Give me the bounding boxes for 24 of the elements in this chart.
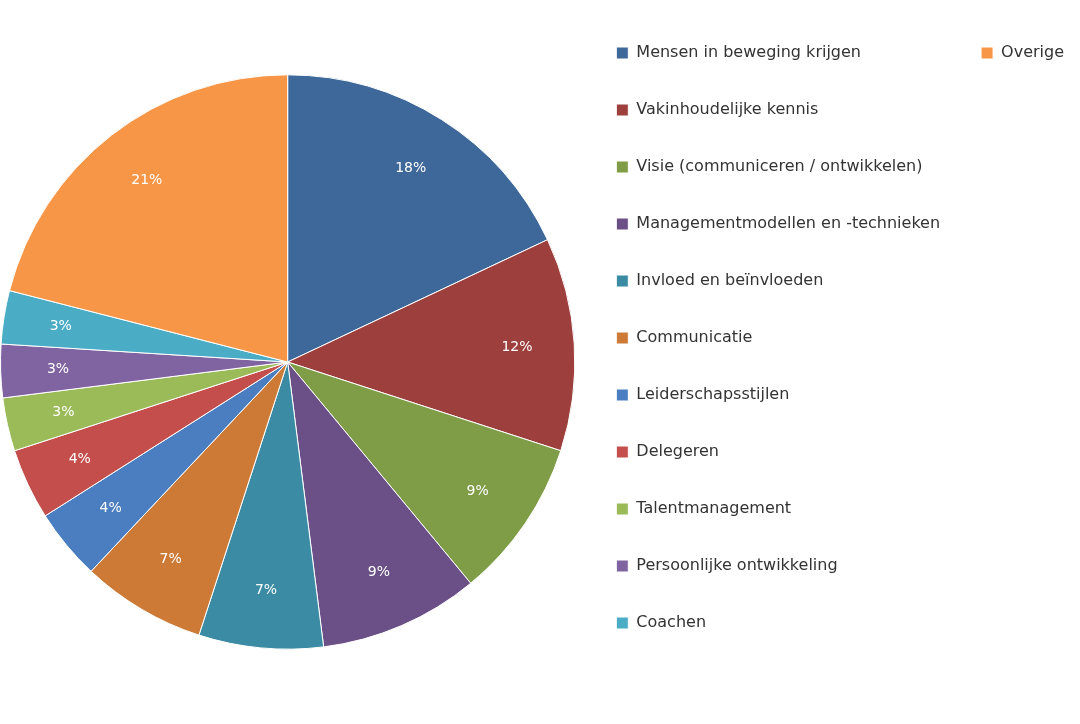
legend-label: Mensen in beweging krijgen [636,42,861,62]
data-label: 3% [46,359,70,376]
data-label: 9% [466,481,489,498]
data-label: 18% [395,158,427,175]
legend-label: Persoonlijke ontwikkeling [636,555,838,575]
legend-label: Invloed en beïnvloeden [636,270,824,290]
legend-label: Overige [1001,42,1065,62]
data-label: 4% [99,499,122,516]
legend-label: Vakinhoudelijke kennis [636,99,819,119]
legend-label: Talentmanagement [635,498,792,518]
data-label: 12% [501,338,533,355]
legend-label: Visie (communiceren / ontwikkelen) [636,156,923,176]
legend-label: Coachen [636,612,707,632]
legend-label: Delegeren [636,441,719,461]
data-label: 9% [367,563,391,580]
data-label: 3% [52,402,75,419]
legend-label: Managementmodellen en -technieken [636,213,941,233]
data-label: 21% [131,171,163,188]
legend-label: Communicatie [636,327,753,347]
data-label: 7% [159,550,182,567]
data-label: 7% [254,581,278,598]
data-label: 4% [68,450,91,467]
legend-label: Leiderschapsstijlen [636,384,790,404]
data-label: 3% [49,316,72,333]
